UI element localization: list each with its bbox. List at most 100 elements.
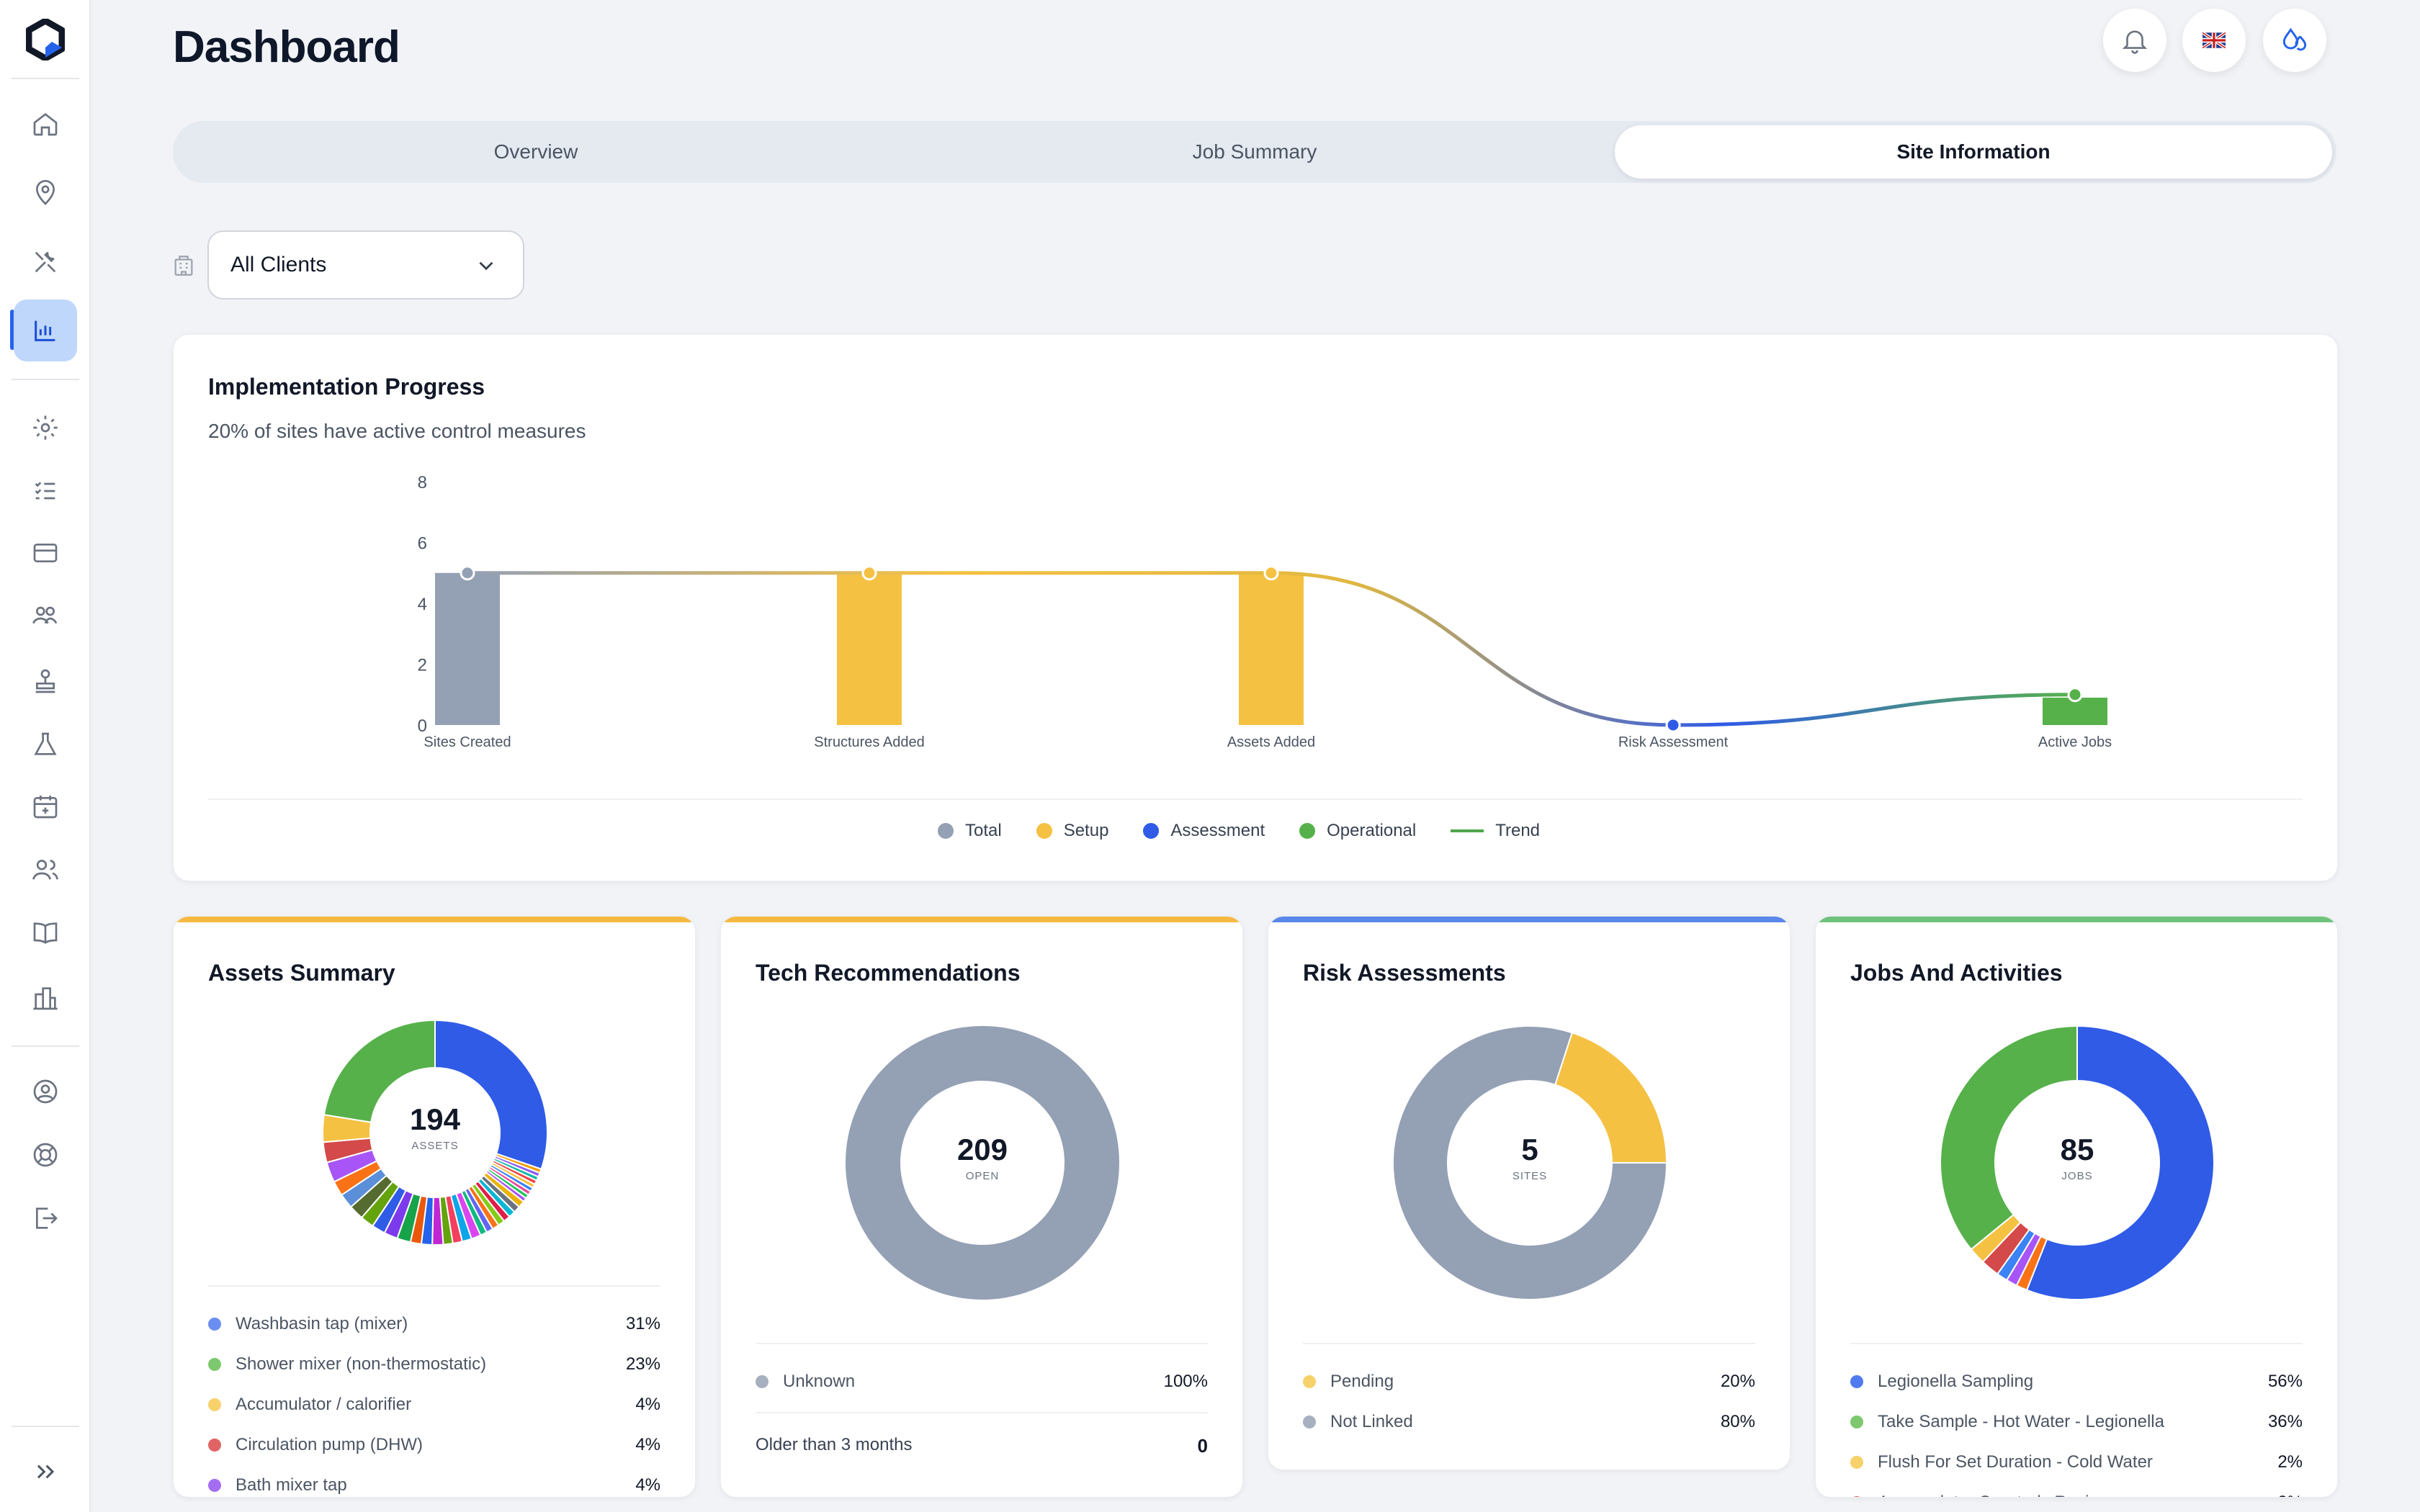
- calendar-icon[interactable]: [28, 789, 63, 824]
- legend-percent: 4%: [635, 1395, 660, 1414]
- legend-label: Legionella Sampling: [1878, 1372, 2034, 1391]
- legend-trend[interactable]: Trend: [1451, 821, 1540, 841]
- expand-sidebar-icon[interactable]: [28, 1454, 63, 1489]
- y-tick-label: 6: [418, 534, 427, 554]
- bar[interactable]: [435, 572, 500, 725]
- legend-total[interactable]: Total: [938, 821, 1002, 841]
- legend-assessment[interactable]: Assessment: [1143, 821, 1265, 841]
- legend-row[interactable]: Take Sample - Hot Water - Legionella 36%: [1850, 1402, 2303, 1442]
- legend-percent: 100%: [1163, 1372, 1208, 1391]
- card-divider: [1303, 1343, 1755, 1344]
- page-title: Dashboard: [173, 22, 400, 72]
- tech-recommendations-card: Tech Recommendations 209 OPEN Unknown 100…: [720, 916, 1243, 1498]
- client-select[interactable]: All Clients: [207, 230, 524, 300]
- book-icon[interactable]: [28, 916, 63, 950]
- legend-percent: 80%: [1720, 1412, 1755, 1431]
- jobs-donut-chart: [1940, 1026, 2214, 1300]
- home-icon[interactable]: [28, 107, 63, 141]
- account-circle-icon[interactable]: [28, 1074, 63, 1109]
- legend-percent: 56%: [2267, 1372, 2303, 1391]
- legend-percent: 20%: [1720, 1372, 1755, 1391]
- location-pin-icon[interactable]: [28, 176, 63, 210]
- legend-row[interactable]: Flush For Set Duration - Cold Water 2%: [1850, 1442, 2303, 1482]
- logout-icon[interactable]: [28, 1201, 63, 1236]
- water-drops-button[interactable]: [2263, 9, 2326, 72]
- legend-row[interactable]: Pending 20%: [1303, 1362, 1755, 1402]
- legend-label: Pending: [1330, 1372, 1394, 1391]
- legend-dot: [208, 1398, 221, 1411]
- tech-donut-chart: [846, 1026, 1119, 1300]
- tab-site-information[interactable]: Site Information: [1615, 125, 2332, 179]
- legend-row[interactable]: Circulation pump (DHW) 4%: [208, 1425, 660, 1465]
- credit-card-icon[interactable]: [28, 536, 63, 570]
- legend-percent: 4%: [635, 1435, 660, 1454]
- bar[interactable]: [837, 572, 902, 725]
- legend-row[interactable]: Accumulator / calorifier 4%: [208, 1385, 660, 1425]
- trend-point[interactable]: [861, 565, 877, 581]
- donut-slice[interactable]: [323, 1019, 436, 1123]
- analytics-chart-icon[interactable]: [14, 300, 77, 361]
- legend-row[interactable]: Washbasin tap (mixer) 31%: [208, 1304, 660, 1344]
- building-icon: [174, 256, 193, 276]
- legend-dot: [756, 1375, 768, 1388]
- legend-dot: [1850, 1416, 1863, 1428]
- sidebar: [0, 0, 91, 1512]
- uk-flag-icon: [2202, 32, 2226, 48]
- buildings-icon[interactable]: [28, 981, 63, 1015]
- checklist-icon[interactable]: [28, 474, 63, 508]
- card-title: Jobs And Activities: [1850, 960, 2063, 986]
- legend-row[interactable]: Not Linked 80%: [1303, 1402, 1755, 1442]
- team-icon[interactable]: [28, 598, 63, 632]
- legend-dot: [208, 1358, 221, 1371]
- users-icon[interactable]: [28, 852, 63, 887]
- bar[interactable]: [1239, 572, 1304, 725]
- x-tick-label: Assets Added: [1227, 734, 1315, 750]
- legend-setup[interactable]: Setup: [1036, 821, 1108, 841]
- card-divider: [1850, 1343, 2303, 1344]
- gear-icon[interactable]: [28, 410, 63, 445]
- legend-dot: [208, 1479, 221, 1492]
- donut-value: 85: [2060, 1133, 2094, 1166]
- notifications-button[interactable]: [2103, 9, 2166, 72]
- older-than-row: Older than 3 months 0: [756, 1435, 1208, 1457]
- flask-icon[interactable]: [28, 727, 63, 762]
- legend-label: Washbasin tap (mixer): [236, 1314, 408, 1333]
- x-tick-label: Sites Created: [424, 734, 511, 750]
- trend-point[interactable]: [460, 565, 475, 581]
- legend-operational[interactable]: Operational: [1299, 821, 1416, 841]
- legend-row[interactable]: Accumulator Quarterly Review 2%: [1850, 1482, 2303, 1497]
- trend-point[interactable]: [2067, 687, 2083, 703]
- legend-percent: 4%: [635, 1475, 660, 1495]
- tab-job-summary[interactable]: Job Summary: [1192, 140, 1317, 163]
- donut-value: 209: [956, 1133, 1008, 1166]
- legend-row[interactable]: Legionella Sampling 56%: [1850, 1362, 2303, 1402]
- language-button[interactable]: [2182, 9, 2246, 72]
- donut-slice[interactable]: [2025, 1026, 2214, 1300]
- legend-row[interactable]: Bath mixer tap 4%: [208, 1465, 660, 1497]
- support-lifebuoy-icon[interactable]: [28, 1138, 63, 1172]
- card-divider: [208, 1285, 660, 1287]
- legend-dot: [208, 1318, 221, 1331]
- stamp-icon[interactable]: [28, 664, 63, 698]
- tools-icon[interactable]: [28, 245, 63, 279]
- card-divider: [756, 1412, 1208, 1413]
- trend-point[interactable]: [1665, 717, 1681, 733]
- sidebar-divider: [12, 1045, 79, 1047]
- donut-slice[interactable]: [1940, 1026, 2078, 1251]
- dashboard-tabs: Overview Job Summary Site Information: [173, 121, 2336, 183]
- bar[interactable]: [2043, 697, 2107, 725]
- trend-point[interactable]: [1263, 565, 1279, 581]
- legend-label: Accumulator Quarterly Review: [1878, 1493, 2111, 1497]
- risk-assessments-card: Risk Assessments 5 SITES Pending 20% Not L…: [1268, 916, 1791, 1470]
- bell-icon: [2122, 30, 2148, 54]
- legend-row[interactable]: Shower mixer (non-thermostatic) 23%: [208, 1344, 660, 1385]
- sidebar-divider: [12, 1426, 79, 1427]
- donut-slice[interactable]: [1393, 1026, 1667, 1300]
- legend-row[interactable]: Unknown 100%: [756, 1362, 1208, 1402]
- card-accent-bar: [1816, 917, 2337, 922]
- donut-slice[interactable]: [434, 1019, 548, 1171]
- legend-line: [1451, 829, 1484, 832]
- donut-slice[interactable]: [846, 1026, 1119, 1300]
- tab-overview[interactable]: Overview: [493, 140, 578, 163]
- app-logo[interactable]: [25, 17, 66, 62]
